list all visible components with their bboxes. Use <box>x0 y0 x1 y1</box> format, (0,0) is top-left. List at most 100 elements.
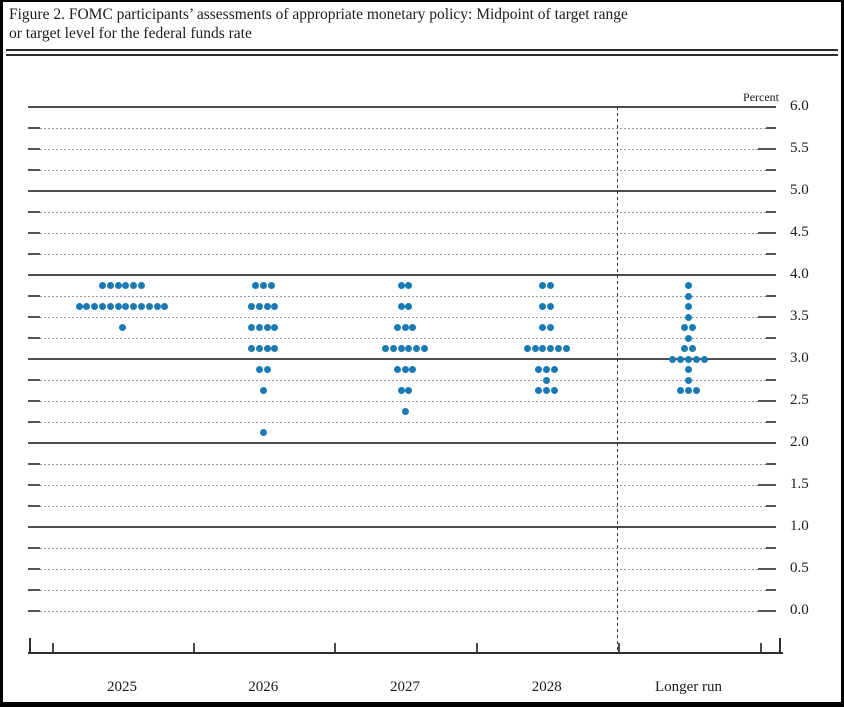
fomc-projection-dot <box>263 345 271 352</box>
y-tick-label: 2.5 <box>790 392 809 408</box>
fomc-projection-dot <box>138 282 145 289</box>
fomc-projection-dot <box>543 387 551 394</box>
figure-title-line1: Figure 2. FOMC participants’ assessments… <box>9 6 628 23</box>
fomc-projection-dot <box>248 345 256 352</box>
y-axis-right-tick <box>758 232 776 234</box>
fomc-projection-dot <box>543 366 551 373</box>
gridline-solid <box>28 106 776 108</box>
y-axis-right-tick <box>758 610 776 612</box>
y-tick-label: 3.0 <box>790 350 809 366</box>
fomc-projection-dot <box>161 303 169 310</box>
gridline-dotted <box>28 569 776 570</box>
y-axis-left-tick <box>28 295 40 297</box>
gridline-dotted <box>28 170 776 171</box>
fomc-projection-dot <box>153 303 161 310</box>
fomc-projection-dot <box>397 303 405 310</box>
y-tick-label: 1.0 <box>790 518 809 534</box>
y-axis-left-tick <box>28 253 40 255</box>
fomc-projection-dot <box>401 366 409 373</box>
fomc-projection-dot <box>259 282 267 289</box>
y-axis-right-tick <box>766 505 776 507</box>
y-axis-right-tick <box>766 295 776 297</box>
fomc-projection-dot <box>688 345 696 352</box>
fomc-projection-dot <box>685 387 692 394</box>
fomc-projection-dot <box>271 303 279 310</box>
fomc-projection-dot <box>539 345 547 352</box>
fomc-projection-dot <box>685 282 692 289</box>
y-axis-right-tick <box>766 337 776 339</box>
y-axis-right-tick <box>766 547 776 549</box>
fomc-projection-dot <box>263 303 271 310</box>
fomc-projection-dot <box>692 355 700 363</box>
y-axis-left-tick <box>28 484 40 486</box>
y-axis-left-tick <box>28 379 40 381</box>
gridline-dotted <box>28 338 776 339</box>
fomc-projection-dot <box>543 376 551 384</box>
y-axis-right-tick <box>758 148 776 150</box>
fomc-projection-dot <box>539 324 547 331</box>
fomc-projection-dot <box>130 303 138 310</box>
fomc-projection-dot <box>405 303 413 310</box>
x-tick-label: 2025 <box>107 679 137 695</box>
fomc-projection-dot <box>685 366 692 373</box>
fomc-projection-dot <box>248 324 256 331</box>
fomc-projection-dot <box>547 324 555 331</box>
y-tick-label: 0.0 <box>790 602 809 618</box>
gridline-dotted <box>28 401 776 402</box>
fomc-projection-dot <box>547 282 555 289</box>
fomc-projection-dot <box>130 282 138 289</box>
fomc-projection-dot <box>685 355 692 363</box>
fomc-projection-dot <box>677 387 685 394</box>
fomc-projection-dot <box>685 292 692 300</box>
x-axis-tick <box>51 643 54 652</box>
fomc-projection-dot <box>122 303 130 310</box>
fomc-projection-dot <box>523 345 531 352</box>
fomc-projection-dot <box>531 345 539 352</box>
x-axis-line <box>28 652 783 654</box>
fomc-projection-dot <box>397 345 405 352</box>
fomc-projection-dot <box>118 324 126 331</box>
y-axis-left-tick <box>28 547 40 549</box>
fomc-projection-dot <box>99 303 106 310</box>
gridline-dotted <box>28 128 776 129</box>
x-axis-tick <box>759 643 762 652</box>
gridline-solid <box>28 442 776 444</box>
y-axis-left-tick <box>28 211 40 213</box>
fomc-projection-dot <box>685 313 692 321</box>
fomc-projection-dot <box>106 303 114 310</box>
fomc-projection-dot <box>122 282 130 289</box>
gridline-solid <box>28 190 776 192</box>
gridline-dotted <box>28 590 776 591</box>
x-tick-label: 2026 <box>248 679 279 695</box>
fomc-projection-dot <box>138 303 145 310</box>
y-axis-left-tick <box>28 148 40 150</box>
x-tick-label: Longer run <box>654 679 723 695</box>
y-axis-right-tick <box>766 463 776 465</box>
gridline-solid <box>28 526 776 528</box>
y-axis-right-tick <box>766 127 776 129</box>
fomc-projection-dot <box>106 282 114 289</box>
fomc-projection-dot <box>259 387 267 394</box>
fomc-projection-dot <box>397 387 405 394</box>
fomc-projection-dot <box>259 429 267 436</box>
gridline-dotted <box>28 254 776 255</box>
fomc-projection-dot <box>681 324 689 331</box>
gridline-dotted <box>28 506 776 507</box>
fomc-projection-dot <box>401 324 409 331</box>
y-axis-left-tick <box>28 610 40 612</box>
y-axis-left-tick <box>28 505 40 507</box>
fomc-projection-dot <box>421 345 428 352</box>
fomc-projection-dot <box>248 303 256 310</box>
fomc-projection-dot <box>554 345 562 352</box>
gridline-dotted <box>28 548 776 549</box>
gridline-dotted <box>28 149 776 150</box>
fomc-projection-dot <box>547 303 555 310</box>
fomc-projection-dot <box>255 366 263 373</box>
gridline-solid <box>28 274 776 276</box>
fomc-projection-dot <box>255 345 263 352</box>
y-axis-left-tick <box>28 568 40 570</box>
fomc-projection-dot <box>114 282 122 289</box>
fomc-projection-dot <box>255 324 263 331</box>
fomc-projection-dot <box>267 282 275 289</box>
y-axis-right-tick <box>758 316 776 318</box>
